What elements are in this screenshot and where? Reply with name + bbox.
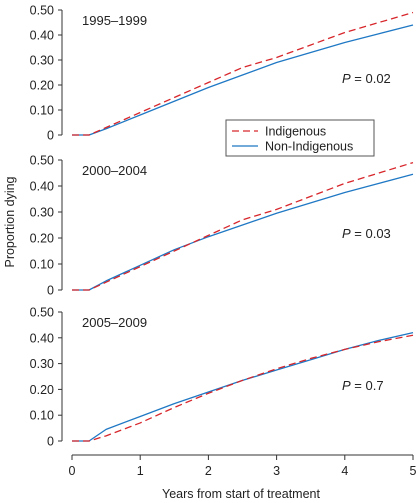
y-tick-label: 0.30 [30,357,54,371]
p-value-label: P [342,71,351,86]
y-tick-label: 0.30 [30,54,54,68]
legend-box [225,119,375,157]
y-tick-label: 0 [47,284,54,298]
x-tick-label: 2 [205,464,212,478]
x-tick-label: 3 [273,464,280,478]
p-value-number: = 0.03 [351,226,391,241]
legend-label: Indigenous [265,125,326,139]
y-tick-label: 0.40 [30,180,54,194]
y-tick-label: 0 [47,129,54,143]
p-value-label: P [342,378,351,393]
y-tick-label: 0.40 [30,29,54,43]
panel-1: 0 0.10 0.20 0.30 0.40 0.50 1995–1999 P = 0.02 [30,4,414,143]
y-tick-label: 0.40 [30,331,54,345]
panel-title: 2005–2009 [82,315,147,330]
panel-title: 2000–2004 [82,163,147,178]
x-tick-label: 4 [341,464,348,478]
y-tick-label: 0.20 [30,383,54,397]
p-value-number: = 0.02 [351,71,391,86]
panel-2: 0 0.10 0.20 0.30 0.40 0.50 2000–2004 P = 0.03 [30,154,414,298]
p-value-label: P [342,226,351,241]
y-tick-label: 0.30 [30,206,54,220]
y-tick-label: 0.50 [30,4,54,18]
series-line-non-indigenous [72,332,414,442]
x-axis: 0 1 2 3 4 5 [69,454,417,478]
p-value-annotation: P = 0.03 [342,226,391,241]
y-tick-label: 0.20 [30,79,54,93]
series-line-indigenous [72,11,414,136]
p-value-number: = 0.7 [351,378,384,393]
series-line-non-indigenous [72,24,414,136]
panel-title: 1995–1999 [82,13,147,28]
x-tick-label: 5 [410,464,417,478]
y-tick-label: 0.50 [30,154,54,168]
x-axis-label: Years from start of treatment [162,487,320,501]
y-tick-label: 0 [47,435,54,449]
y-tick-label: 0.20 [30,232,54,246]
p-value-annotation: P = 0.7 [342,378,384,393]
y-tick-label: 0.10 [30,258,54,272]
p-value-annotation: P = 0.02 [342,71,391,86]
series-line-indigenous [72,161,414,291]
series-line-non-indigenous [72,173,414,291]
x-tick-label: 1 [137,464,144,478]
legend-label: Non-Indigenous [265,140,353,154]
y-tick-label: 0.10 [30,104,54,118]
y-axis-label: Proportion dying [3,176,17,267]
panel-3: 0 0.10 0.20 0.30 0.40 0.50 2005–2009 P = 0.7 [30,306,414,449]
y-tick-label: 0.50 [30,306,54,320]
x-tick-label: 0 [69,464,76,478]
y-tick-label: 0.10 [30,409,54,423]
